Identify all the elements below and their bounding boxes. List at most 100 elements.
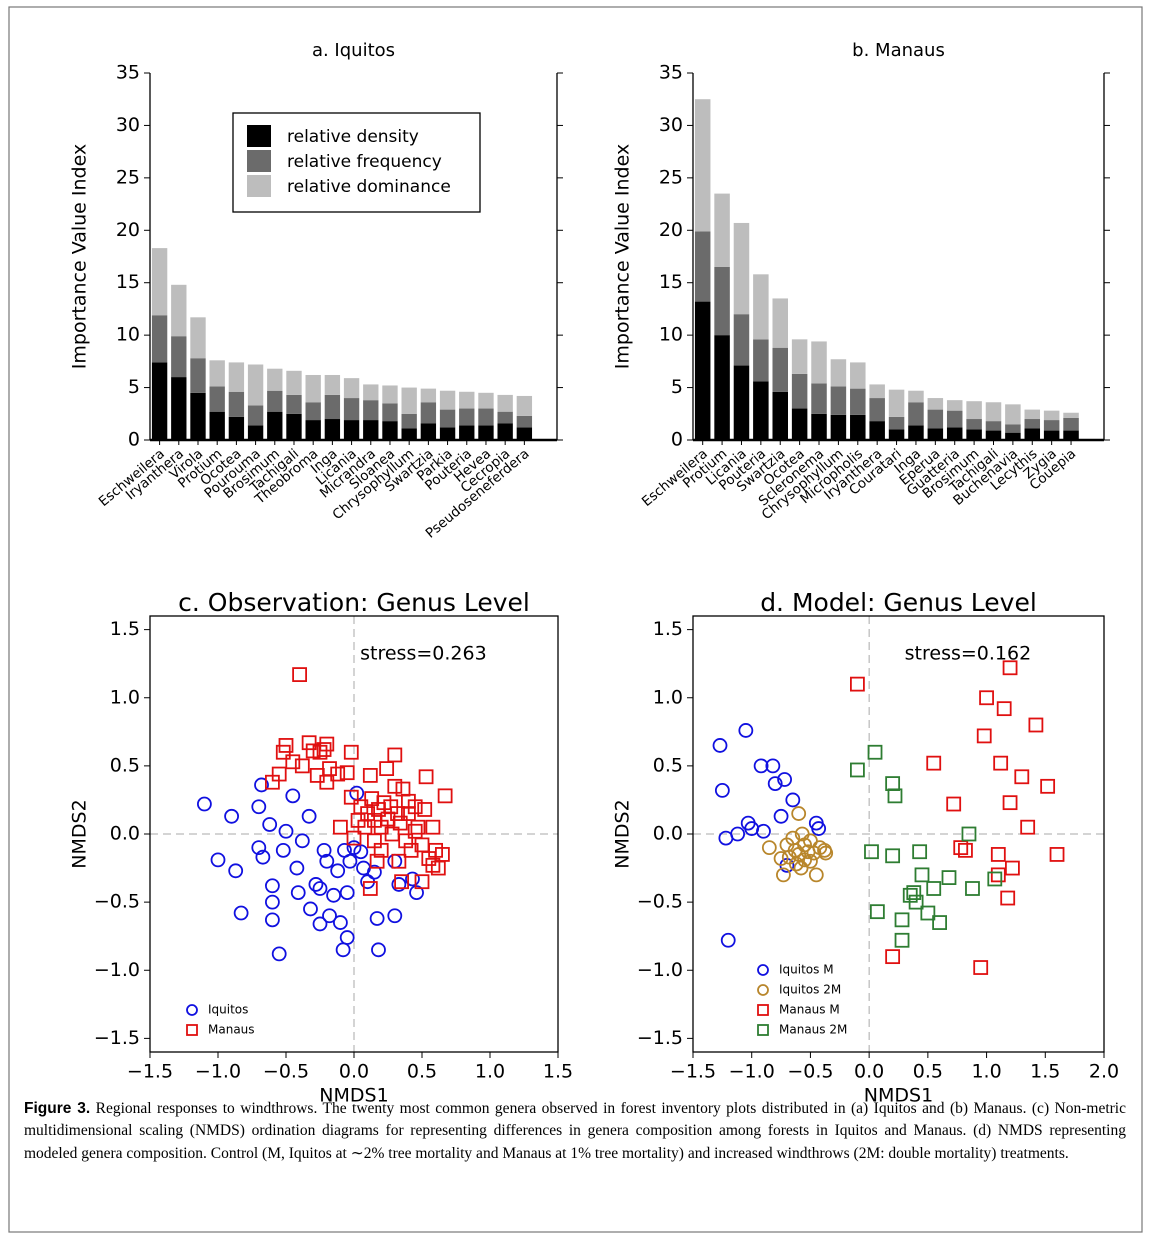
marker xyxy=(316,842,332,858)
marker xyxy=(394,874,410,890)
bar-segment xyxy=(343,398,360,421)
bar-segment xyxy=(267,411,283,440)
x-tick-label: 0.0 xyxy=(854,1061,884,1083)
x-tick-label: 1.0 xyxy=(475,1061,505,1083)
marker xyxy=(390,806,405,821)
bar-segment xyxy=(190,392,206,440)
x-tick-label: 2.0 xyxy=(1089,1061,1119,1083)
bar-segment xyxy=(888,429,905,440)
marker xyxy=(392,815,408,831)
marker xyxy=(322,761,337,776)
legend-label: relative density xyxy=(287,127,419,147)
bar-segment xyxy=(382,403,398,422)
marker xyxy=(251,799,267,815)
bar-segment xyxy=(850,388,866,415)
marker xyxy=(343,744,359,760)
marker xyxy=(414,874,430,890)
bar-segment xyxy=(753,339,769,382)
marker xyxy=(756,823,771,839)
legend-swatch xyxy=(247,150,271,172)
bar-segment xyxy=(733,222,750,315)
marker xyxy=(803,853,818,869)
marker xyxy=(777,772,792,787)
marker xyxy=(289,860,305,876)
bar-segment xyxy=(946,400,963,411)
marker xyxy=(387,853,403,869)
marker xyxy=(285,754,301,770)
marker xyxy=(379,761,395,776)
marker xyxy=(730,826,746,842)
marker xyxy=(811,821,827,836)
caption-text: Regional responses to windthrows. The tw… xyxy=(24,1100,1126,1162)
bar-segment xyxy=(1005,404,1021,425)
bar-segment xyxy=(908,390,924,403)
marker xyxy=(290,885,306,900)
y-tick-label: 1.5 xyxy=(110,618,140,640)
bar-segment xyxy=(151,315,168,363)
bar-segment xyxy=(171,377,187,440)
marker xyxy=(398,833,414,849)
marker xyxy=(987,871,1003,887)
bar-segment xyxy=(171,336,187,378)
marker xyxy=(262,817,278,832)
marker xyxy=(1000,890,1016,906)
x-tick-label: −1.5 xyxy=(127,1061,173,1083)
marker xyxy=(785,792,801,808)
y-axis-label: NMDS2 xyxy=(69,799,91,868)
marker xyxy=(251,840,267,856)
marker xyxy=(410,819,426,835)
marker xyxy=(914,867,930,883)
bar-segment xyxy=(733,365,750,440)
marker xyxy=(793,860,809,876)
bar-segment xyxy=(985,421,1002,431)
bar-segment xyxy=(694,231,711,302)
marker xyxy=(932,915,947,930)
bar-segment xyxy=(830,414,847,440)
bar-segment xyxy=(247,364,264,406)
y-tick-label: 0.0 xyxy=(653,823,683,845)
marker xyxy=(339,765,355,781)
x-axis-label: NMDS1 xyxy=(864,1085,933,1107)
marker xyxy=(712,738,728,753)
bar-segment xyxy=(363,384,379,401)
x-tick-label: 0.5 xyxy=(407,1061,437,1083)
marker xyxy=(308,877,324,892)
bar-segment xyxy=(714,335,730,440)
bar-segment xyxy=(830,386,847,415)
bar-segment xyxy=(324,394,341,420)
y-axis-label: Importance Value Index xyxy=(612,144,634,369)
marker xyxy=(228,863,244,879)
y-tick-label: 35 xyxy=(659,62,683,84)
bar-segment xyxy=(753,274,769,340)
legend-marker xyxy=(757,1024,769,1036)
marker xyxy=(1040,778,1056,794)
bar-segment xyxy=(927,398,944,410)
y-tick-label: 15 xyxy=(659,271,683,293)
bar-segment xyxy=(908,402,924,426)
x-tick-label: 1.5 xyxy=(1030,1061,1060,1083)
y-axis-label: Importance Value Index xyxy=(69,144,91,369)
marker xyxy=(425,819,441,835)
y-tick-label: 0.5 xyxy=(110,754,140,776)
marker xyxy=(867,744,883,760)
marker xyxy=(387,908,403,924)
bar-segment xyxy=(151,248,168,316)
bar-segment xyxy=(439,390,456,410)
bar-segment xyxy=(791,408,808,440)
legend-marker xyxy=(757,964,769,976)
bar-segment xyxy=(1043,420,1060,431)
y-tick-label: 10 xyxy=(116,324,140,346)
marker xyxy=(1005,860,1020,876)
bar-segment xyxy=(516,427,533,440)
marker xyxy=(285,788,301,804)
marker xyxy=(1002,795,1018,811)
marker xyxy=(369,911,385,926)
bar-segment xyxy=(966,401,982,420)
marker xyxy=(330,766,346,782)
marker xyxy=(319,853,335,869)
x-tick-label: −1.5 xyxy=(670,1061,716,1083)
marker xyxy=(275,744,291,760)
marker xyxy=(369,853,385,869)
bar-segment xyxy=(927,409,944,429)
bar-segment xyxy=(772,298,788,348)
